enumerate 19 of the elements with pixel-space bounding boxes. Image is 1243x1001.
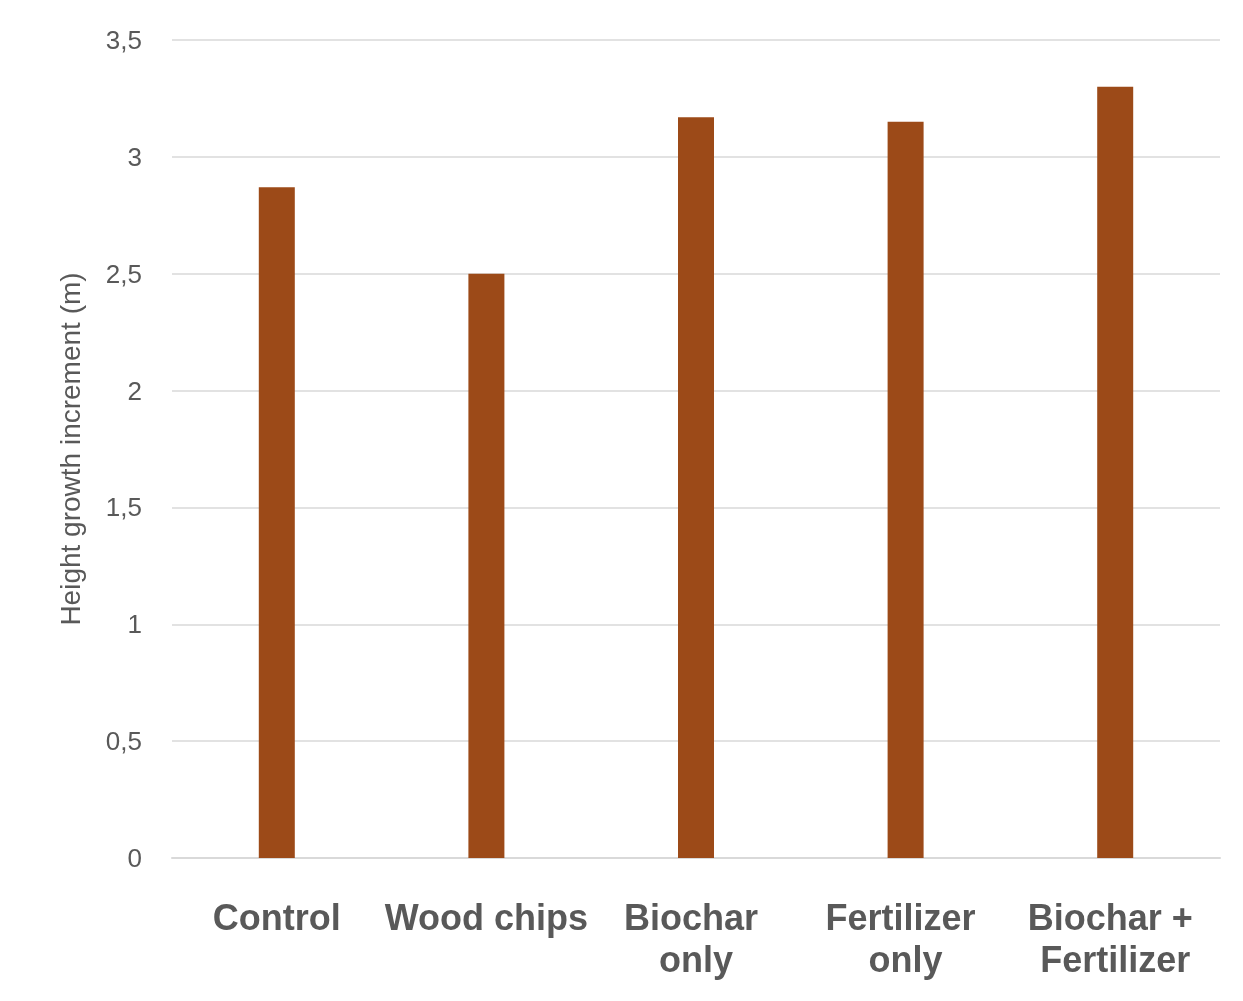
y-tick-label: 1 [127,609,142,640]
bar [678,117,714,858]
y-tick-label: 3 [127,141,142,172]
y-tick-label: 1,5 [105,492,142,523]
x-tick-label: Control [212,896,341,938]
x-tick-label: Biochar only [623,896,769,980]
y-tick-label: 0 [127,843,142,873]
y-tick-label: 2 [127,375,142,406]
x-tick-label: Wood chips [384,896,589,938]
y-tick-label: 3,5 [105,25,142,55]
y-tick-label: 2,5 [105,258,142,289]
bar [468,273,505,858]
bar [887,121,924,858]
bar [1097,86,1134,858]
y-tick-label: 0,5 [105,726,142,757]
y-axis-title: Height growth increment (m) [54,272,86,626]
x-tick-label: Biochar + Fertilizer [1027,896,1203,980]
bar [258,187,295,858]
x-tick-label: Fertilizer only [825,896,986,980]
